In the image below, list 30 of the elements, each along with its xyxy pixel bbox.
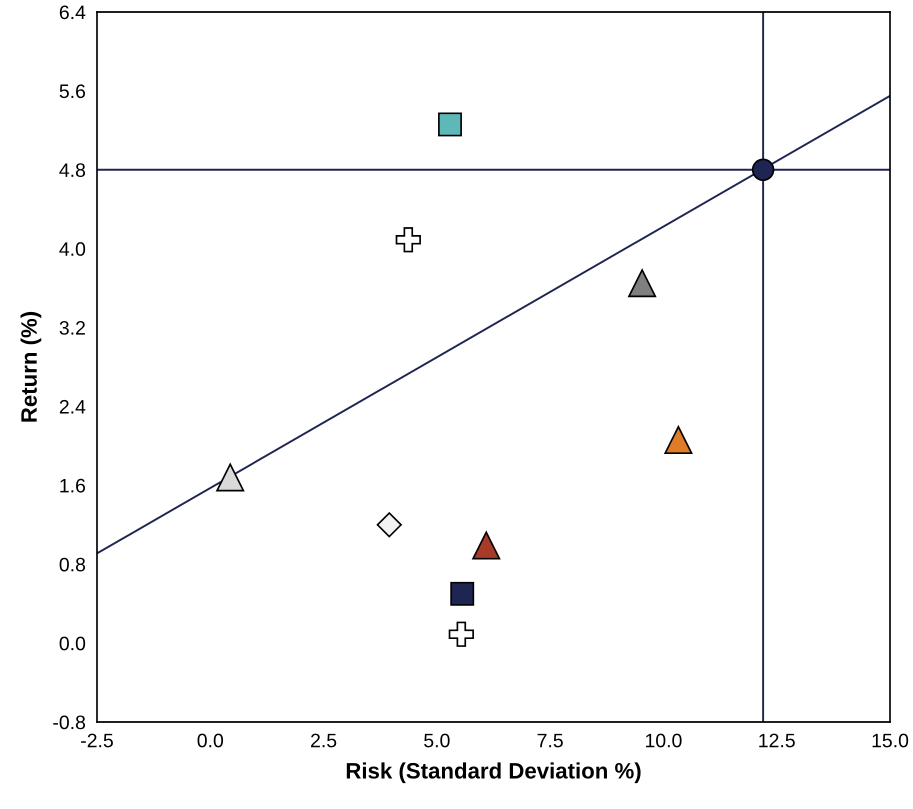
point xyxy=(664,426,692,454)
point xyxy=(396,227,421,252)
y-tick-label: 0.0 xyxy=(60,636,86,650)
point xyxy=(376,512,402,538)
point xyxy=(472,531,500,560)
point xyxy=(216,463,244,492)
y-tick-label: 6.4 xyxy=(60,5,86,20)
x-tick-label: 12.5 xyxy=(759,734,795,748)
point xyxy=(438,112,462,136)
y-tick-label: 3.2 xyxy=(60,321,85,335)
point xyxy=(450,582,474,606)
point xyxy=(448,622,474,647)
x-tick-label: 7.5 xyxy=(538,734,563,748)
y-tick-label: 4.8 xyxy=(59,163,86,178)
x-tick-label: 5.0 xyxy=(424,734,450,748)
x-tick-label: 2.5 xyxy=(311,734,336,748)
x-tick-label: 15.0 xyxy=(872,734,908,748)
y-tick-label: 1.6 xyxy=(60,478,86,493)
y-tick-label: 4.0 xyxy=(59,242,86,256)
x-axis-title: Risk (Standard Deviation %) xyxy=(346,762,641,784)
y-axis-title: Return (%) xyxy=(20,312,42,422)
y-tick-label: -0.8 xyxy=(53,715,86,730)
y-tick-label: 0.8 xyxy=(60,558,86,572)
point xyxy=(752,158,774,182)
x-tick-label: 0.0 xyxy=(198,734,224,748)
point xyxy=(628,269,656,298)
y-tick-label: 2.4 xyxy=(60,400,86,414)
y-tick-label: 5.6 xyxy=(60,84,86,98)
x-tick-label: 10.0 xyxy=(646,734,682,748)
x-tick-label: -2.5 xyxy=(81,734,113,748)
